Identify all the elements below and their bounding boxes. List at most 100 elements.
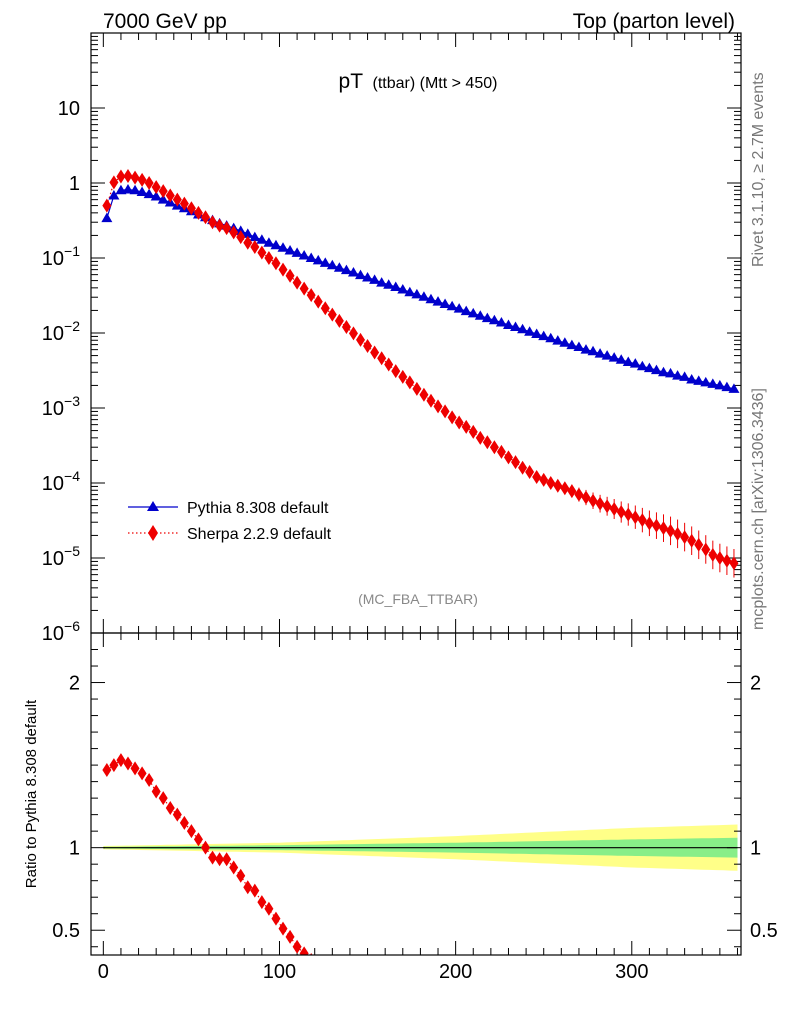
pythia-point <box>291 247 303 257</box>
sherpa-point <box>208 215 218 230</box>
pythia-point <box>369 274 381 284</box>
y-tick-label-main: 10 <box>58 98 80 120</box>
x-tick-label: 200 <box>439 961 472 983</box>
sherpa-point <box>356 332 366 347</box>
sherpa-point <box>708 547 718 562</box>
sherpa-point <box>412 381 422 396</box>
sherpa-ratio-point <box>109 758 119 773</box>
y-tick-label-main: 10−1 <box>42 243 80 270</box>
sherpa-point <box>250 240 260 255</box>
sherpa-point <box>306 288 316 303</box>
sherpa-point <box>229 225 239 240</box>
sherpa-point <box>637 513 647 528</box>
plot-title-sub: (ttbar) (Mtt > 450) <box>373 75 498 92</box>
sherpa-point <box>475 430 485 445</box>
plot-title-main: pT <box>339 70 364 93</box>
sherpa-point <box>447 410 457 425</box>
pythia-point <box>242 228 254 238</box>
pythia-point <box>474 310 486 320</box>
sherpa-ratio-point <box>257 895 267 910</box>
sherpa-point <box>658 521 668 536</box>
sherpa-ratio-point <box>172 807 182 822</box>
pythia-point <box>545 332 557 343</box>
pythia-point <box>481 312 493 323</box>
pythia-point <box>502 319 514 329</box>
sherpa-ratio-point <box>151 784 161 799</box>
sherpa-point <box>482 435 492 450</box>
pythia-point <box>629 358 641 368</box>
sherpa-point <box>243 235 253 250</box>
sherpa-point <box>468 424 478 439</box>
pythia-point <box>277 242 289 252</box>
pythia-point <box>439 298 451 308</box>
sherpa-ratio-point <box>292 939 302 954</box>
pythia-point <box>524 326 536 336</box>
sherpa-point <box>144 176 154 190</box>
pythia-point <box>249 231 261 242</box>
pythia-point <box>636 360 648 371</box>
sherpa-ratio-point <box>271 911 281 926</box>
sherpa-ratio-point <box>144 772 154 787</box>
sherpa-point <box>581 490 591 505</box>
sherpa-ratio-point <box>229 860 239 875</box>
sherpa-point <box>137 172 147 187</box>
sherpa-point <box>236 230 246 245</box>
y-tick-label-ratio: 2 <box>69 673 80 695</box>
y-tick-label-ratio-right: 1 <box>750 838 761 860</box>
sherpa-ratio-point <box>299 946 309 955</box>
legend-diamond-marker <box>148 525 158 541</box>
sherpa-point <box>285 268 295 283</box>
pythia-point <box>333 262 345 272</box>
legend-label-sherpa: Sherpa 2.2.9 default <box>187 526 332 543</box>
sherpa-point <box>186 201 196 216</box>
sherpa-point <box>630 510 640 525</box>
sherpa-point <box>518 460 528 475</box>
sherpa-point <box>426 393 436 408</box>
sherpa-ratio-point <box>116 753 126 768</box>
sherpa-ratio-point <box>200 840 210 855</box>
sherpa-point <box>503 450 513 465</box>
ratio-panel-series <box>102 753 738 955</box>
sherpa-point <box>673 526 683 541</box>
pythia-point <box>580 344 592 354</box>
sherpa-point <box>722 553 732 568</box>
sherpa-point <box>532 470 542 485</box>
pythia-point <box>129 184 141 195</box>
sherpa-ratio-point <box>285 929 295 944</box>
pythia-point <box>397 284 409 294</box>
sherpa-ratio-point <box>123 756 133 771</box>
pythia-point <box>453 303 465 313</box>
legend-entry-sherpa: Sherpa 2.2.9 default <box>128 525 332 543</box>
pythia-point <box>326 259 338 270</box>
pythia-point <box>270 239 282 250</box>
pythia-point <box>157 194 169 204</box>
sherpa-point <box>539 472 549 487</box>
sherpa-point <box>264 251 274 265</box>
sherpa-ratio-point <box>264 901 274 916</box>
sherpa-point <box>419 387 429 402</box>
sherpa-point <box>327 307 337 322</box>
y-tick-label-main: 10−6 <box>42 618 80 645</box>
sherpa-point <box>158 184 168 199</box>
sherpa-point <box>680 530 690 545</box>
sherpa-point <box>172 192 182 207</box>
y-tick-label-main: 1 <box>69 173 80 195</box>
sherpa-point <box>588 493 598 508</box>
sherpa-point <box>193 205 203 220</box>
sherpa-point <box>694 537 704 552</box>
y-tick-label-main: 10−2 <box>42 318 80 345</box>
sherpa-point <box>511 455 521 470</box>
sherpa-point <box>334 313 344 328</box>
sherpa-point <box>299 281 309 296</box>
pythia-point <box>347 267 359 277</box>
sherpa-point <box>525 465 535 480</box>
pythia-point <box>573 341 585 352</box>
sherpa-point <box>377 351 387 366</box>
header-right-label: Top (parton level) <box>573 10 735 33</box>
sherpa-point <box>320 301 330 316</box>
pythia-point <box>587 345 599 356</box>
sherpa-point <box>215 218 225 233</box>
pythia-point <box>594 348 606 358</box>
sherpa-point <box>257 245 267 260</box>
pythia-point <box>312 254 324 265</box>
